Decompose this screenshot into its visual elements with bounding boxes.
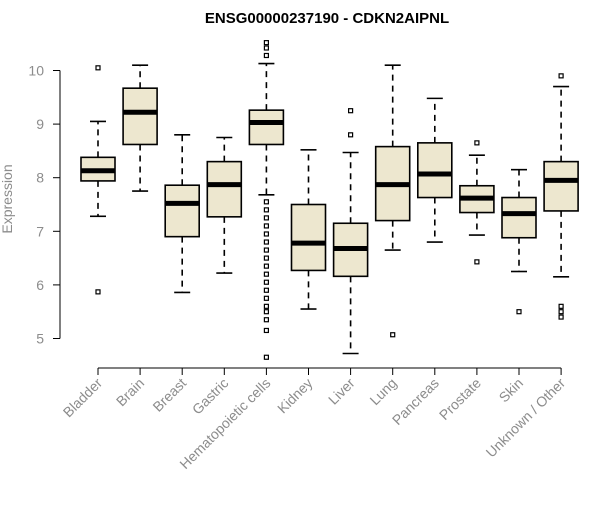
outlier-point [95,289,101,295]
y-tick-label: 7 [36,223,44,239]
outlier-point [263,52,269,59]
outlier-point [558,73,564,79]
box-group [206,136,243,274]
y-tick-label: 6 [36,277,44,293]
outlier-point [558,314,564,320]
outlier-point [474,259,480,265]
y-tick-label: 10 [28,63,44,79]
iqr-box [501,196,537,239]
outlier-point [263,45,269,51]
y-axis-label: Expression [0,164,15,233]
iqr-box [248,109,285,146]
outlier-point [263,263,269,269]
outlier-point [263,207,269,213]
box-group [332,108,369,355]
iqr-box [164,184,200,238]
box-group [543,73,579,320]
outlier-point [263,223,269,229]
box-group [122,64,158,192]
outlier-point [263,215,269,221]
x-category-label: Lung [366,375,399,408]
iqr-box [543,160,579,212]
outlier-point [263,295,269,301]
x-category-label: Prostate [436,375,484,423]
outlier-point [390,332,396,338]
outlier-point [516,309,522,315]
x-category-label: Kidney [274,375,316,417]
outlier-point [263,231,269,237]
outlier-point [95,65,101,71]
outlier-point [558,303,564,309]
box-group [459,140,495,265]
outlier-point [348,132,354,138]
outlier-point [263,327,269,334]
iqr-box [416,142,453,199]
outlier-point [474,140,480,146]
iqr-box [290,203,327,272]
x-category-label: Pancreas [389,375,442,428]
y-axis: 5 6 7 8 9 10 [28,63,61,347]
outlier-point [263,279,269,285]
outlier-point [263,239,269,245]
outlier-point [263,255,269,261]
outlier-point [263,309,269,315]
y-tick-label: 5 [36,331,44,347]
x-category-label: Brain [113,375,147,409]
box-group [501,168,537,315]
outlier-point [263,317,269,323]
iqr-box [206,160,243,218]
x-category-label: Skin [496,375,527,406]
x-category-label: Unknown / Other [483,375,569,461]
box-group [248,40,285,360]
y-tick-label: 8 [36,170,44,186]
outlier-point [348,108,354,114]
chart-title: ENSG00000237190 - CDKN2AIPNL [205,10,449,27]
box-series [80,40,579,360]
iqr-box [122,87,158,146]
outlier-point [263,40,269,46]
outlier-point [263,271,269,277]
y-tick-label: 9 [36,116,44,132]
outlier-point [558,309,564,315]
x-category-label: Liver [325,375,358,408]
x-category-label: Bladder [60,375,106,421]
box-group [374,64,411,338]
box-group [416,97,453,243]
outlier-point [263,199,269,205]
outlier-point [263,287,269,293]
box-group [290,149,327,310]
outlier-point [263,354,269,360]
x-category-label: Breast [149,375,189,415]
outlier-point [263,247,269,253]
outlier-point [263,303,269,309]
box-group [80,65,116,295]
box-group [164,134,200,294]
